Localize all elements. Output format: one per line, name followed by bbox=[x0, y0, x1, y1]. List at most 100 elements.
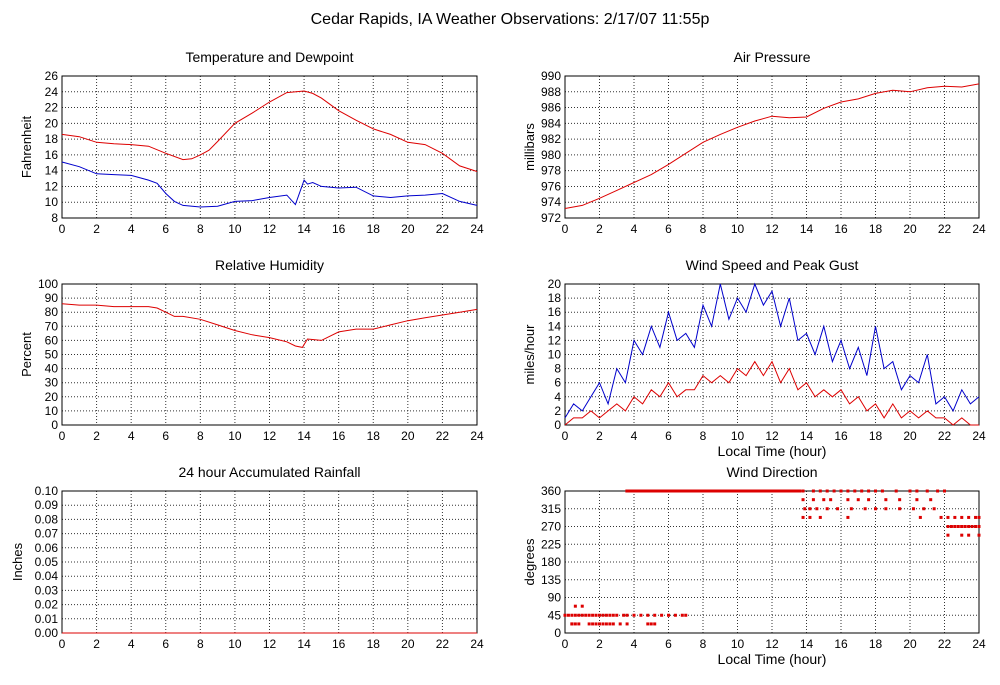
y-tick-label: 60 bbox=[45, 333, 59, 347]
y-tick-label: 0 bbox=[554, 626, 561, 640]
data-point bbox=[929, 498, 933, 502]
y-tick-label: 0.08 bbox=[35, 512, 59, 526]
y-tick-label: 100 bbox=[38, 277, 58, 291]
chart-title: Temperature and Dewpoint bbox=[185, 49, 353, 65]
y-tick-label: 50 bbox=[45, 348, 59, 362]
y-tick-label: 0.01 bbox=[35, 612, 59, 626]
y-tick-label: 225 bbox=[541, 537, 561, 551]
x-tick-label: 0 bbox=[59, 637, 66, 651]
x-tick-label: 20 bbox=[401, 637, 415, 651]
x-tick-label: 6 bbox=[162, 637, 169, 651]
data-point bbox=[594, 613, 598, 617]
data-point bbox=[874, 489, 877, 493]
y-tick-label: 270 bbox=[541, 520, 561, 534]
x-tick-label: 12 bbox=[765, 222, 779, 236]
y-axis-label: degrees bbox=[522, 538, 537, 585]
y-axis-label: miles/hour bbox=[522, 324, 537, 385]
data-point bbox=[863, 507, 867, 511]
data-point bbox=[632, 613, 636, 617]
y-tick-label: 90 bbox=[45, 291, 59, 305]
series-line bbox=[564, 282, 980, 419]
data-point bbox=[960, 525, 964, 528]
y-tick-label: 0.03 bbox=[35, 583, 59, 597]
data-point bbox=[594, 622, 598, 626]
data-point bbox=[608, 613, 612, 617]
x-tick-label: 14 bbox=[297, 429, 311, 443]
x-tick-label: 12 bbox=[765, 429, 779, 443]
chart-title: Wind Direction bbox=[726, 464, 817, 480]
x-tick-label: 8 bbox=[700, 429, 707, 443]
data-point bbox=[649, 622, 653, 626]
data-point bbox=[680, 613, 684, 617]
y-axis-label: Percent bbox=[19, 332, 34, 377]
x-tick-label: 4 bbox=[631, 637, 638, 651]
data-point bbox=[653, 622, 657, 626]
x-tick-label: 16 bbox=[332, 222, 346, 236]
y-tick-label: 0.04 bbox=[35, 569, 59, 583]
data-point bbox=[936, 489, 940, 493]
y-tick-label: 45 bbox=[548, 608, 562, 622]
x-tick-label: 18 bbox=[869, 637, 883, 651]
y-tick-label: 0.10 bbox=[35, 484, 59, 498]
y-tick-label: 976 bbox=[541, 179, 561, 193]
data-point bbox=[622, 613, 626, 617]
data-point bbox=[846, 515, 850, 519]
x-tick-label: 4 bbox=[631, 429, 638, 443]
x-tick-label: 2 bbox=[93, 429, 100, 443]
x-tick-label: 0 bbox=[59, 429, 66, 443]
data-point bbox=[625, 613, 629, 617]
y-tick-label: 10 bbox=[45, 404, 59, 418]
y-tick-label: 10 bbox=[548, 348, 562, 362]
data-point bbox=[818, 489, 822, 493]
data-point bbox=[611, 622, 615, 626]
x-tick-label: 20 bbox=[903, 429, 917, 443]
data-point bbox=[604, 622, 608, 626]
x-axis-label: Local Time (hour) bbox=[718, 651, 827, 667]
data-point bbox=[977, 525, 981, 528]
x-tick-label: 20 bbox=[903, 637, 917, 651]
data-point bbox=[591, 622, 595, 626]
page-title: Cedar Rapids, IA Weather Observations: 2… bbox=[311, 11, 710, 28]
data-point bbox=[639, 613, 643, 617]
x-tick-label: 2 bbox=[596, 222, 603, 236]
y-tick-label: 4 bbox=[554, 390, 561, 404]
data-point bbox=[653, 613, 657, 617]
plot-frame bbox=[564, 75, 980, 219]
y-axis-label: Fahrenheit bbox=[19, 116, 34, 179]
x-tick-label: 4 bbox=[631, 222, 638, 236]
y-tick-label: 6 bbox=[554, 376, 561, 390]
y-tick-label: 16 bbox=[548, 305, 562, 319]
x-tick-label: 12 bbox=[263, 637, 277, 651]
y-tick-label: 30 bbox=[45, 376, 59, 390]
x-tick-label: 12 bbox=[263, 429, 277, 443]
data-point bbox=[587, 613, 591, 617]
x-tick-label: 18 bbox=[869, 222, 883, 236]
x-tick-label: 8 bbox=[197, 637, 204, 651]
data-point bbox=[646, 622, 650, 626]
x-tick-label: 22 bbox=[436, 637, 450, 651]
x-tick-label: 6 bbox=[665, 429, 672, 443]
y-tick-label: 14 bbox=[45, 164, 59, 178]
data-point bbox=[918, 515, 922, 519]
x-axis-label: Local Time (hour) bbox=[718, 443, 827, 459]
data-point bbox=[977, 515, 981, 519]
y-tick-label: 360 bbox=[541, 484, 561, 498]
x-tick-label: 6 bbox=[162, 222, 169, 236]
y-tick-label: 986 bbox=[541, 101, 561, 115]
y-tick-label: 18 bbox=[45, 132, 59, 146]
x-tick-label: 22 bbox=[436, 429, 450, 443]
x-tick-label: 10 bbox=[228, 637, 242, 651]
data-point bbox=[974, 515, 978, 519]
data-point bbox=[801, 489, 805, 493]
x-tick-label: 14 bbox=[800, 429, 814, 443]
data-point bbox=[815, 507, 819, 511]
data-point bbox=[822, 498, 826, 502]
x-tick-label: 22 bbox=[938, 222, 952, 236]
data-point bbox=[832, 489, 836, 493]
chart-title: 24 hour Accumulated Rainfall bbox=[178, 464, 360, 480]
data-point bbox=[811, 489, 815, 493]
